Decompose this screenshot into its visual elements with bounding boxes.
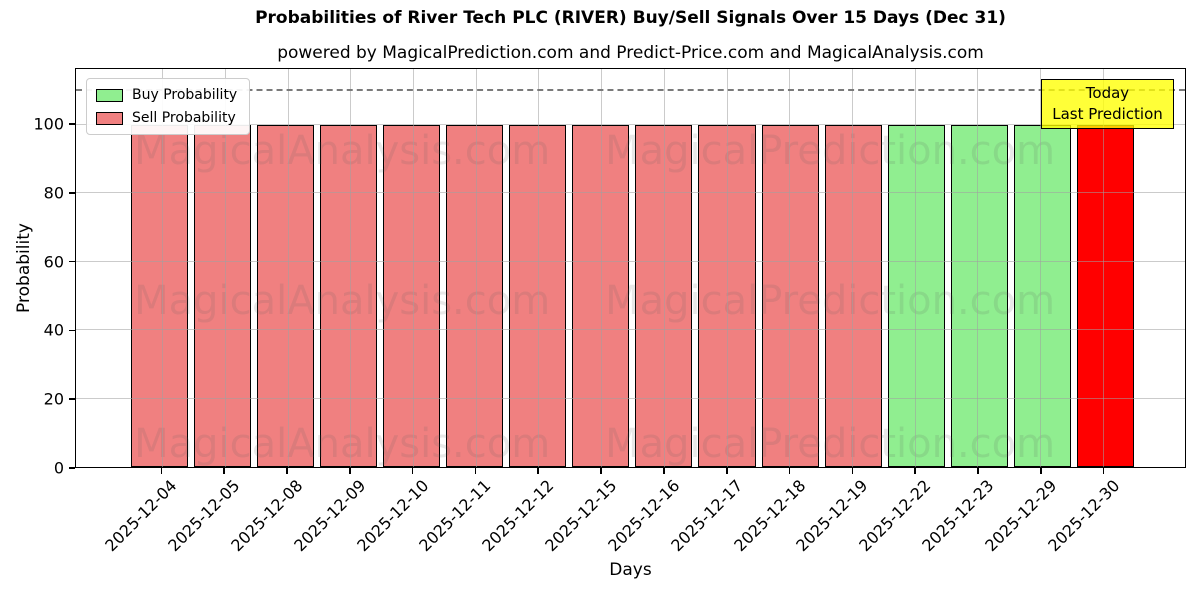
x-tick-mark	[725, 468, 728, 474]
x-tick-mark	[411, 468, 414, 474]
x-tick-mark	[349, 468, 351, 474]
y-tick-mark	[69, 260, 75, 263]
x-tick-mark	[851, 468, 854, 474]
annotation-line-2: Last Prediction	[1052, 105, 1163, 123]
y-tick-mark	[69, 192, 75, 194]
x-tick-mark	[537, 468, 540, 474]
y-tick-mark	[69, 123, 75, 125]
legend-buy-label: Buy Probability	[132, 87, 238, 103]
y-tick-mark	[69, 329, 75, 332]
bar-2025-12-22	[887, 124, 945, 467]
x-tick-mark	[788, 468, 791, 474]
x-tick-mark	[286, 468, 288, 474]
y-tick-label-0: 0	[53, 458, 64, 478]
y-tick-label-20: 20	[43, 389, 64, 409]
bar-2025-12-17	[698, 124, 756, 467]
bar-2025-12-30	[1076, 124, 1134, 467]
bar-2025-12-05	[193, 124, 252, 467]
x-tick-mark	[600, 468, 602, 474]
x-tick-mark	[914, 468, 916, 474]
y-tick-label-100: 100	[33, 114, 64, 134]
chart-title: Probabilities of River Tech PLC (RIVER) …	[255, 8, 1006, 28]
bar-2025-12-29	[1013, 124, 1071, 467]
bar-2025-12-19	[824, 124, 882, 467]
y-tick-label-60: 60	[43, 252, 64, 272]
y-tick-label-80: 80	[43, 183, 64, 203]
bar-2025-12-04	[130, 124, 188, 467]
bar-2025-12-11	[446, 124, 504, 467]
x-tick-mark	[223, 468, 225, 474]
y-tick-mark	[69, 398, 75, 400]
x-tick-mark	[1102, 468, 1105, 474]
sell-swatch-icon	[96, 111, 123, 125]
bar-2025-12-18	[761, 124, 819, 467]
today-annotation: Today Last Prediction	[1041, 79, 1174, 129]
annotation-line-1: Today	[1085, 84, 1130, 102]
legend-item-sell: Sell Probability	[96, 110, 237, 126]
y-tick-mark	[69, 467, 75, 469]
y-axis-title: Probability	[14, 223, 34, 313]
bar-2025-12-15	[572, 124, 630, 467]
bar-2025-12-09	[320, 124, 378, 467]
x-tick-mark	[160, 468, 163, 474]
legend-sell-label: Sell Probability	[132, 110, 236, 126]
bar-2025-12-10	[383, 124, 441, 467]
bar-2025-12-12	[509, 124, 567, 467]
legend: Buy Probability Sell Probability	[86, 78, 251, 135]
y-tick-label-40: 40	[43, 320, 64, 340]
buy-swatch-icon	[96, 88, 123, 102]
x-tick-mark	[1039, 468, 1042, 474]
reference-dashed-line	[76, 88, 1185, 91]
plot-area: MagicalAnalysis.comMagicalPrediction.com…	[75, 68, 1186, 468]
legend-item-buy: Buy Probability	[96, 87, 237, 103]
chart-subtitle: powered by MagicalPrediction.com and Pre…	[277, 43, 984, 63]
bar-2025-12-23	[950, 124, 1008, 467]
x-tick-mark	[474, 468, 477, 474]
bar-2025-12-16	[635, 124, 693, 467]
bar-2025-12-08	[257, 124, 315, 467]
x-tick-mark	[977, 468, 979, 474]
x-axis-title: Days	[609, 560, 652, 580]
x-tick-mark	[663, 468, 665, 474]
